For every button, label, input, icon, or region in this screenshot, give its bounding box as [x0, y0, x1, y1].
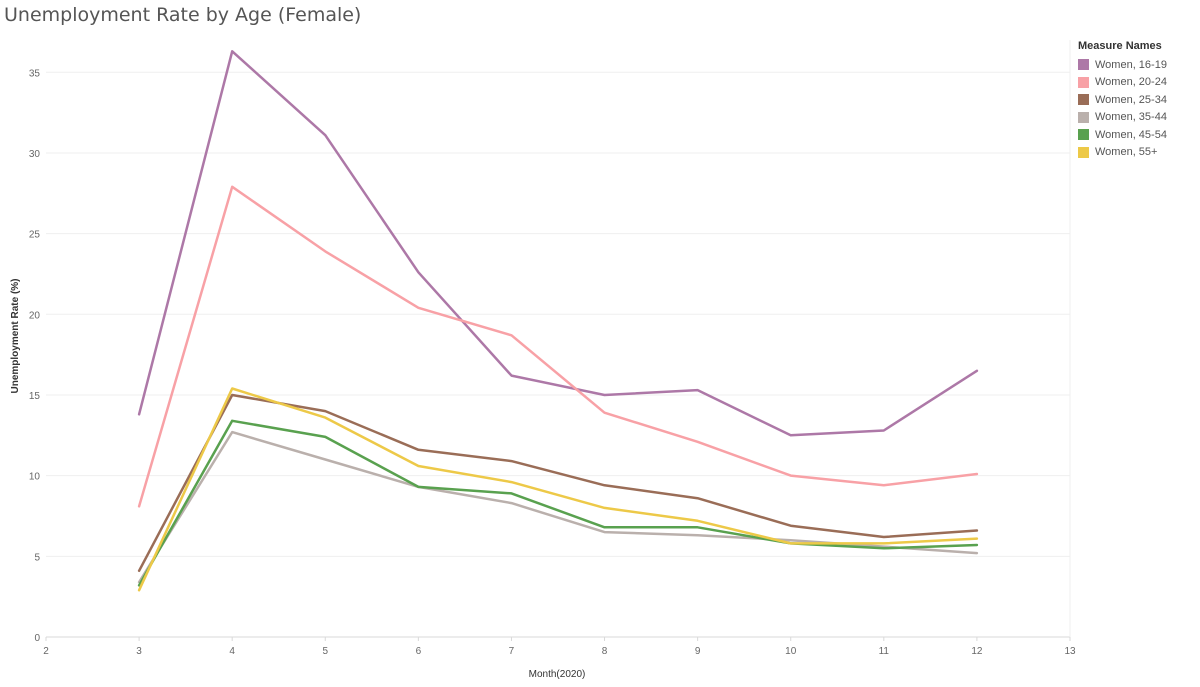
legend-item[interactable]: Women, 35-44 [1078, 109, 1196, 127]
chart-title: Unemployment Rate by Age (Female) [4, 4, 362, 26]
series-line-women-55-[interactable] [137, 387, 979, 592]
legend-swatch [1078, 59, 1089, 71]
legend-item[interactable]: Women, 45-54 [1078, 126, 1196, 144]
legend-swatch [1078, 111, 1089, 123]
legend-item[interactable]: Women, 16-19 [1078, 56, 1196, 74]
x-tick-label: 12 [971, 646, 983, 657]
y-tick-label: 20 [29, 310, 41, 321]
legend: Measure Names Women, 16-19 Women, 20-24 Wo… [1078, 40, 1196, 161]
series-line-women-35-44[interactable] [137, 430, 979, 584]
x-tick-label: 4 [229, 646, 235, 657]
series-lines [137, 50, 979, 592]
legend-label: Women, 55+ [1095, 146, 1158, 159]
legend-swatch [1078, 146, 1089, 158]
x-tick-label: 8 [602, 646, 608, 657]
y-tick-label: 25 [29, 230, 41, 241]
y-tick-label: 5 [34, 552, 40, 563]
y-tick-label: 30 [29, 149, 41, 160]
axes: 0 5 10 15 20 25 30 35 2 3 4 5 6 7 8 9 10 11 12 13 [29, 40, 1076, 657]
x-tick-label: 2 [43, 646, 49, 657]
y-axis-label: Unemployment Rate (%) [10, 278, 21, 393]
legend-label: Women, 35-44 [1095, 111, 1167, 124]
legend-item[interactable]: Women, 55+ [1078, 144, 1196, 162]
y-tick-label: 10 [29, 472, 41, 483]
x-tick-label: 7 [509, 646, 515, 657]
legend-item[interactable]: Women, 20-24 [1078, 74, 1196, 92]
x-tick-label: 13 [1064, 646, 1076, 657]
gridlines [46, 71, 1070, 557]
x-axis-label: Month(2020) [529, 669, 586, 680]
x-tick-label: 6 [416, 646, 422, 657]
legend-label: Women, 16-19 [1095, 58, 1167, 71]
series-line-women-16-19[interactable] [137, 50, 979, 437]
y-tick-label: 15 [29, 391, 41, 402]
legend-items: Women, 16-19 Women, 20-24 Women, 25-34 Wome… [1078, 56, 1196, 161]
legend-swatch [1078, 129, 1089, 141]
series-line-women-45-54[interactable] [137, 419, 979, 587]
x-tick-label: 11 [879, 646, 890, 657]
legend-swatch [1078, 76, 1089, 88]
legend-label: Women, 20-24 [1095, 76, 1167, 89]
x-tick-label: 5 [322, 646, 328, 657]
x-tick-label: 9 [695, 646, 701, 657]
x-tick-label: 10 [785, 646, 797, 657]
y-tick-label: 35 [29, 68, 41, 79]
legend-item[interactable]: Women, 25-34 [1078, 91, 1196, 109]
y-tick-label: 0 [34, 633, 40, 644]
legend-label: Women, 45-54 [1095, 128, 1167, 141]
x-tick-label: 3 [136, 646, 142, 657]
series-line-women-20-24[interactable] [137, 185, 979, 508]
legend-swatch [1078, 94, 1089, 106]
legend-label: Women, 25-34 [1095, 93, 1167, 106]
legend-title: Measure Names [1078, 40, 1162, 52]
